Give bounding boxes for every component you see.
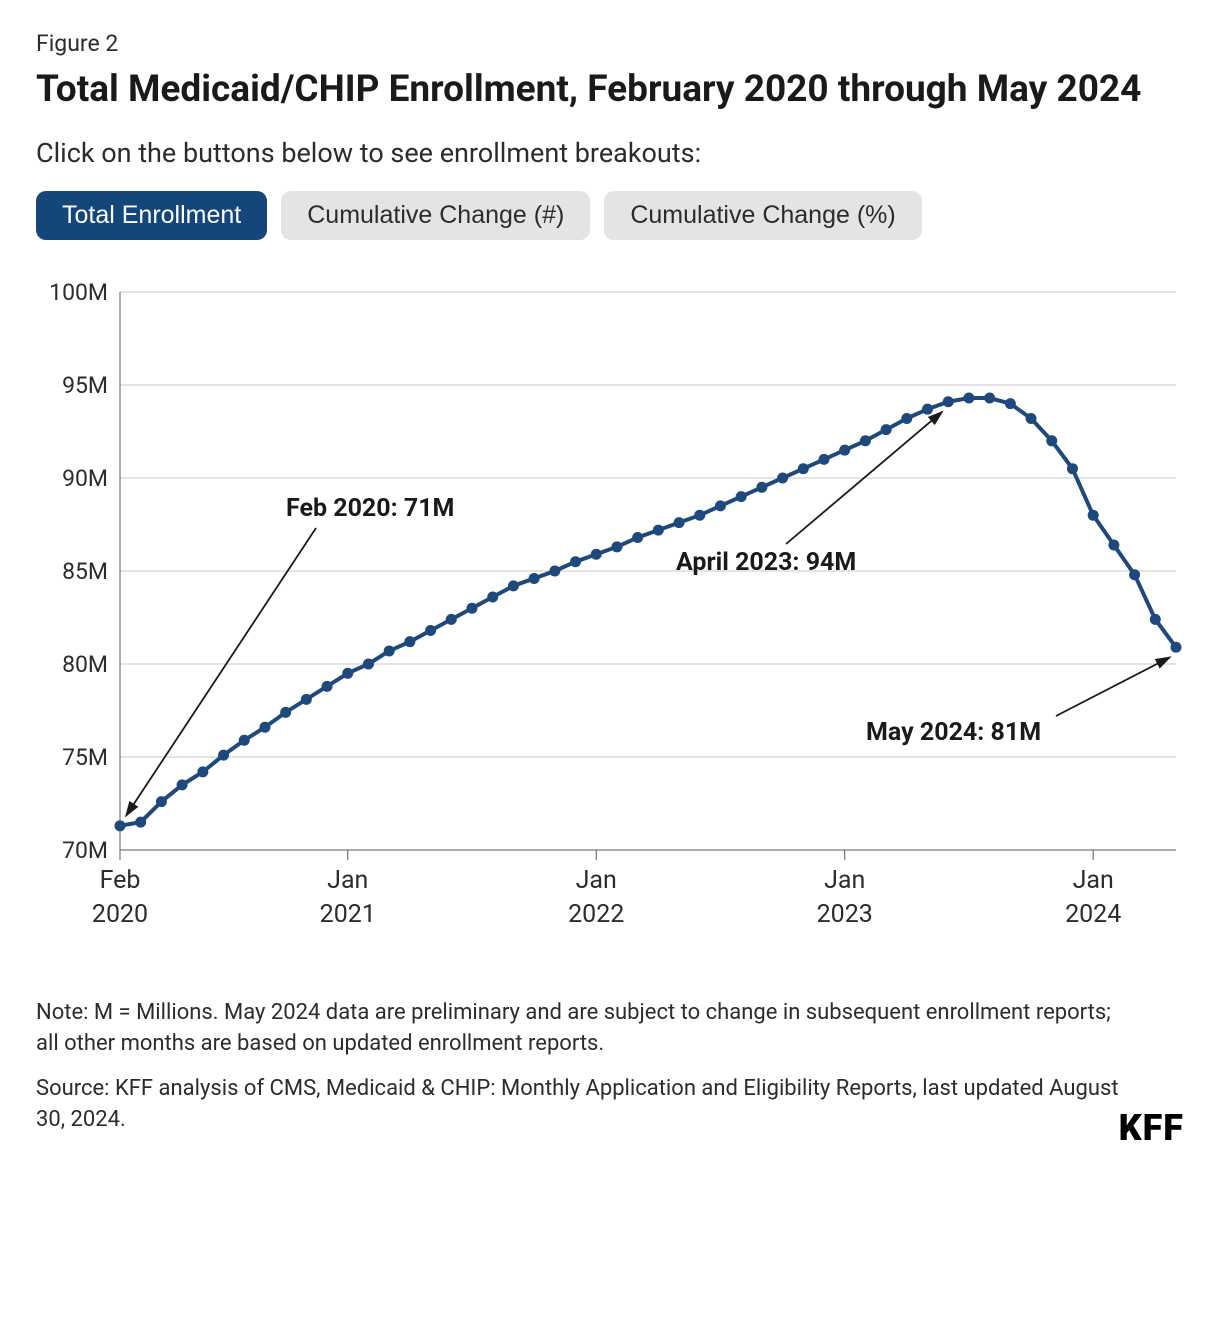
data-point [1108, 540, 1119, 551]
data-point [1067, 463, 1078, 474]
source-text: Source: KFF analysis of CMS, Medicaid & … [36, 1074, 1119, 1136]
data-point [715, 501, 726, 512]
data-point [901, 413, 912, 424]
data-point [674, 517, 685, 528]
data-point [736, 491, 747, 502]
x-tick-label-bottom: 2021 [320, 900, 376, 929]
data-point [1026, 413, 1037, 424]
data-point [384, 646, 395, 657]
line-chart: 70M 75M 80M 85M 90M 95M 100M Feb 2020 Jan 2021 Jan 2… [36, 270, 1184, 970]
data-point [611, 542, 622, 553]
data-point [1150, 614, 1161, 625]
data-point [1171, 642, 1182, 653]
data-point [1005, 398, 1016, 409]
tab-cumulative-change-count[interactable]: Cumulative Change (#) [281, 191, 590, 240]
data-point [363, 659, 374, 670]
x-tick-label-bottom: 2022 [568, 900, 624, 929]
y-tick-label: 90M [62, 465, 108, 492]
x-tick-label-top: Jan [824, 866, 865, 895]
data-point [860, 436, 871, 447]
data-point [549, 566, 560, 577]
data-point [239, 735, 250, 746]
annotation-label: May 2024: 81M [866, 718, 1041, 747]
chart-notes: Note: M = Millions. May 2024 data are pr… [36, 998, 1119, 1149]
brand-logo: KFF [1119, 1107, 1184, 1149]
x-tick-label-top: Feb [100, 866, 141, 895]
data-point [404, 636, 415, 647]
y-tick-label: 85M [62, 558, 108, 585]
data-point [259, 722, 270, 733]
data-point [756, 482, 767, 493]
annotation-arrow [1056, 658, 1170, 717]
data-point [943, 396, 954, 407]
series-line [120, 398, 1176, 826]
x-tick-label-bottom: 2024 [1065, 900, 1121, 929]
chart-subtitle: Click on the buttons below to see enroll… [36, 137, 1184, 169]
data-point [798, 463, 809, 474]
data-point [508, 581, 519, 592]
x-tick-label-top: Jan [576, 866, 617, 895]
data-point [922, 404, 933, 415]
data-point [881, 424, 892, 435]
x-tick-label-bottom: 2023 [817, 900, 873, 929]
figure-label: Figure 2 [36, 30, 1184, 57]
data-point [218, 750, 229, 761]
data-point [342, 668, 353, 679]
data-point [963, 393, 974, 404]
data-point [777, 473, 788, 484]
data-point [984, 393, 995, 404]
data-point [694, 510, 705, 521]
data-point [197, 767, 208, 778]
data-point [839, 445, 850, 456]
annotation-label: Feb 2020: 71M [286, 494, 454, 523]
data-point [1046, 436, 1057, 447]
y-tick-label: 100M [49, 279, 108, 306]
x-tick-label-top: Jan [327, 866, 368, 895]
data-point [632, 532, 643, 543]
data-point [653, 525, 664, 536]
data-point [135, 817, 146, 828]
data-point [280, 707, 291, 718]
annotation-label: April 2023: 94M [676, 548, 856, 577]
chart-title: Total Medicaid/CHIP Enrollment, February… [36, 67, 1184, 113]
data-point [487, 592, 498, 603]
data-point [322, 681, 333, 692]
y-tick-label: 70M [62, 837, 108, 864]
data-point [591, 549, 602, 560]
data-point [1088, 510, 1099, 521]
data-point [570, 556, 581, 567]
data-point [819, 454, 830, 465]
tab-buttons: Total Enrollment Cumulative Change (#) C… [36, 191, 1184, 240]
data-point [301, 694, 312, 705]
y-tick-label: 95M [62, 372, 108, 399]
tab-cumulative-change-percent[interactable]: Cumulative Change (%) [604, 191, 921, 240]
x-tick-label-top: Jan [1073, 866, 1114, 895]
data-point [446, 614, 457, 625]
data-point [467, 603, 478, 614]
data-point [156, 796, 167, 807]
data-point [529, 573, 540, 584]
data-point [177, 780, 188, 791]
data-point [425, 625, 436, 636]
data-point [115, 821, 126, 832]
y-tick-label: 80M [62, 651, 108, 678]
note-text: Note: M = Millions. May 2024 data are pr… [36, 998, 1119, 1060]
x-tick-label-bottom: 2020 [92, 900, 148, 929]
y-tick-label: 75M [62, 744, 108, 771]
data-point [1129, 569, 1140, 580]
chart-container: 70M 75M 80M 85M 90M 95M 100M Feb 2020 Jan 2021 Jan 2… [36, 270, 1184, 970]
tab-total-enrollment[interactable]: Total Enrollment [36, 191, 267, 240]
